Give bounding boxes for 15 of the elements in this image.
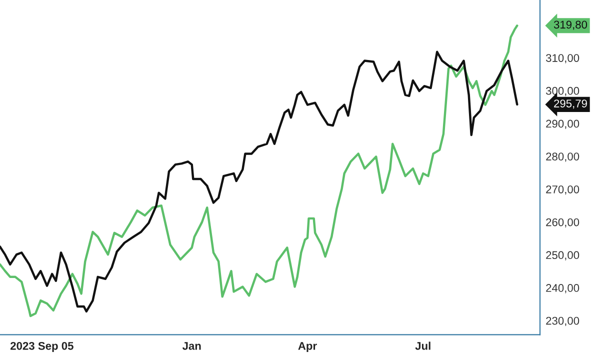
x-tick-label: Apr	[298, 342, 317, 352]
text: 319,80	[554, 20, 588, 30]
y-tick-label: 290,00	[546, 120, 580, 129]
x-tick-label: Jul	[415, 342, 430, 350]
y-tick-label: 310,00	[546, 54, 580, 64]
x-tick-label: 2023 Sep 05	[10, 342, 74, 352]
y-tick-label: 270,00	[546, 185, 580, 195]
y-tick-label: 260,00	[546, 218, 580, 228]
y-tick-label: 280,00	[546, 152, 580, 162]
y-tick-label: 250,00	[546, 251, 580, 260]
x-tick-label: Jan	[182, 342, 201, 350]
text: 295,79	[554, 100, 587, 109]
y-tick-label: 240,00	[546, 284, 580, 294]
y-tick-label: 300,00	[546, 86, 580, 96]
y-tick-label: 230,00	[546, 316, 580, 326]
